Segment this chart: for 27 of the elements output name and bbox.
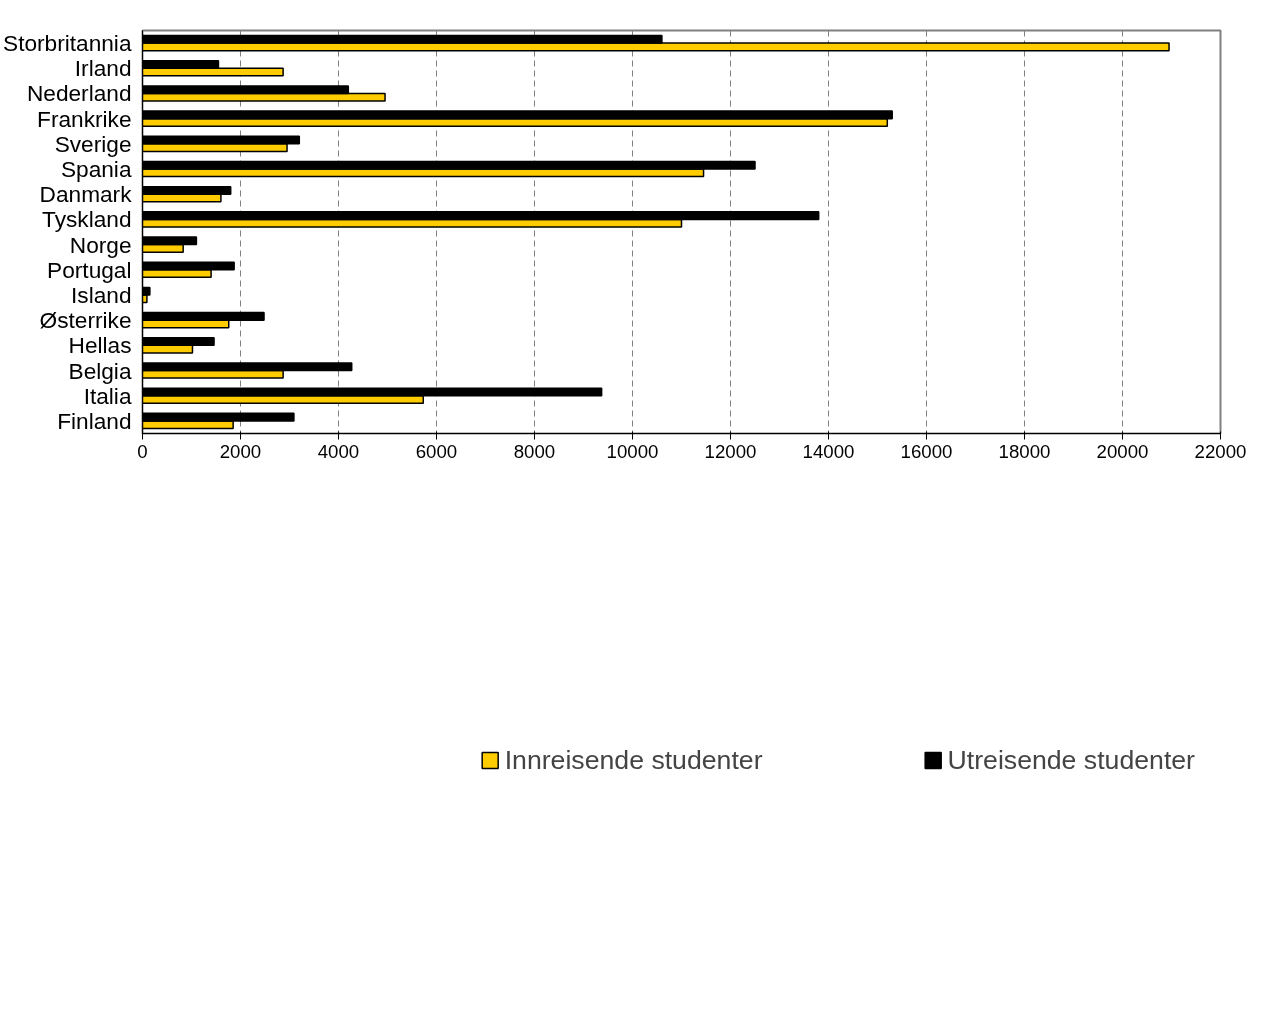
y-tick-label: Hellas <box>68 332 132 359</box>
y-tick-label: Belgia <box>68 357 132 384</box>
x-tick-label: 4000 <box>317 440 360 462</box>
x-tick-label: 18000 <box>998 440 1051 462</box>
y-tick-label: Irland <box>74 55 132 82</box>
x-tick-label: 20000 <box>1096 440 1149 462</box>
y-tick-label: Nederland <box>26 80 132 107</box>
y-tick-label: Frankrike <box>37 105 132 132</box>
x-tick-label: 16000 <box>900 440 953 462</box>
x-tick-label: 6000 <box>415 440 458 462</box>
legend-label: Innreisende studenter <box>504 744 763 776</box>
y-tick-label: Danmark <box>39 181 133 208</box>
y-tick-label: Finland <box>57 407 132 434</box>
y-tick-label: Tyskland <box>42 206 132 233</box>
x-tick-label: 22000 <box>1194 440 1247 462</box>
x-tick-label: 10000 <box>606 440 659 462</box>
x-tick-label: 12000 <box>704 440 757 462</box>
legend-label: Utreisende studenter <box>947 744 1195 776</box>
x-tick-label: 8000 <box>513 440 556 462</box>
y-tick-label: Østerrike <box>39 307 132 334</box>
y-tick-label: Sverige <box>54 130 132 157</box>
y-tick-label: Norge <box>69 231 132 258</box>
x-tick-label: 14000 <box>802 440 855 462</box>
x-tick-label: 0 <box>137 440 148 462</box>
x-tick-label: 2000 <box>219 440 262 462</box>
y-tick-label: Storbritannia <box>3 30 132 57</box>
y-tick-label: Spania <box>60 156 132 183</box>
